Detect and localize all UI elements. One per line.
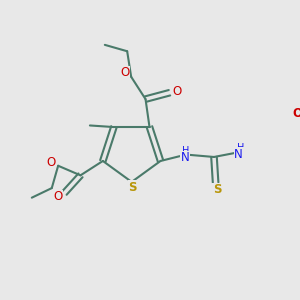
Text: O: O <box>293 106 300 120</box>
Text: S: S <box>213 183 221 196</box>
Text: N: N <box>234 148 243 161</box>
Text: O: O <box>46 156 56 169</box>
Text: N: N <box>181 151 190 164</box>
Text: O: O <box>53 190 63 203</box>
Text: O: O <box>173 85 182 98</box>
Text: S: S <box>128 181 137 194</box>
Text: H: H <box>238 143 245 153</box>
Text: H: H <box>182 146 190 156</box>
Text: O: O <box>120 66 129 79</box>
